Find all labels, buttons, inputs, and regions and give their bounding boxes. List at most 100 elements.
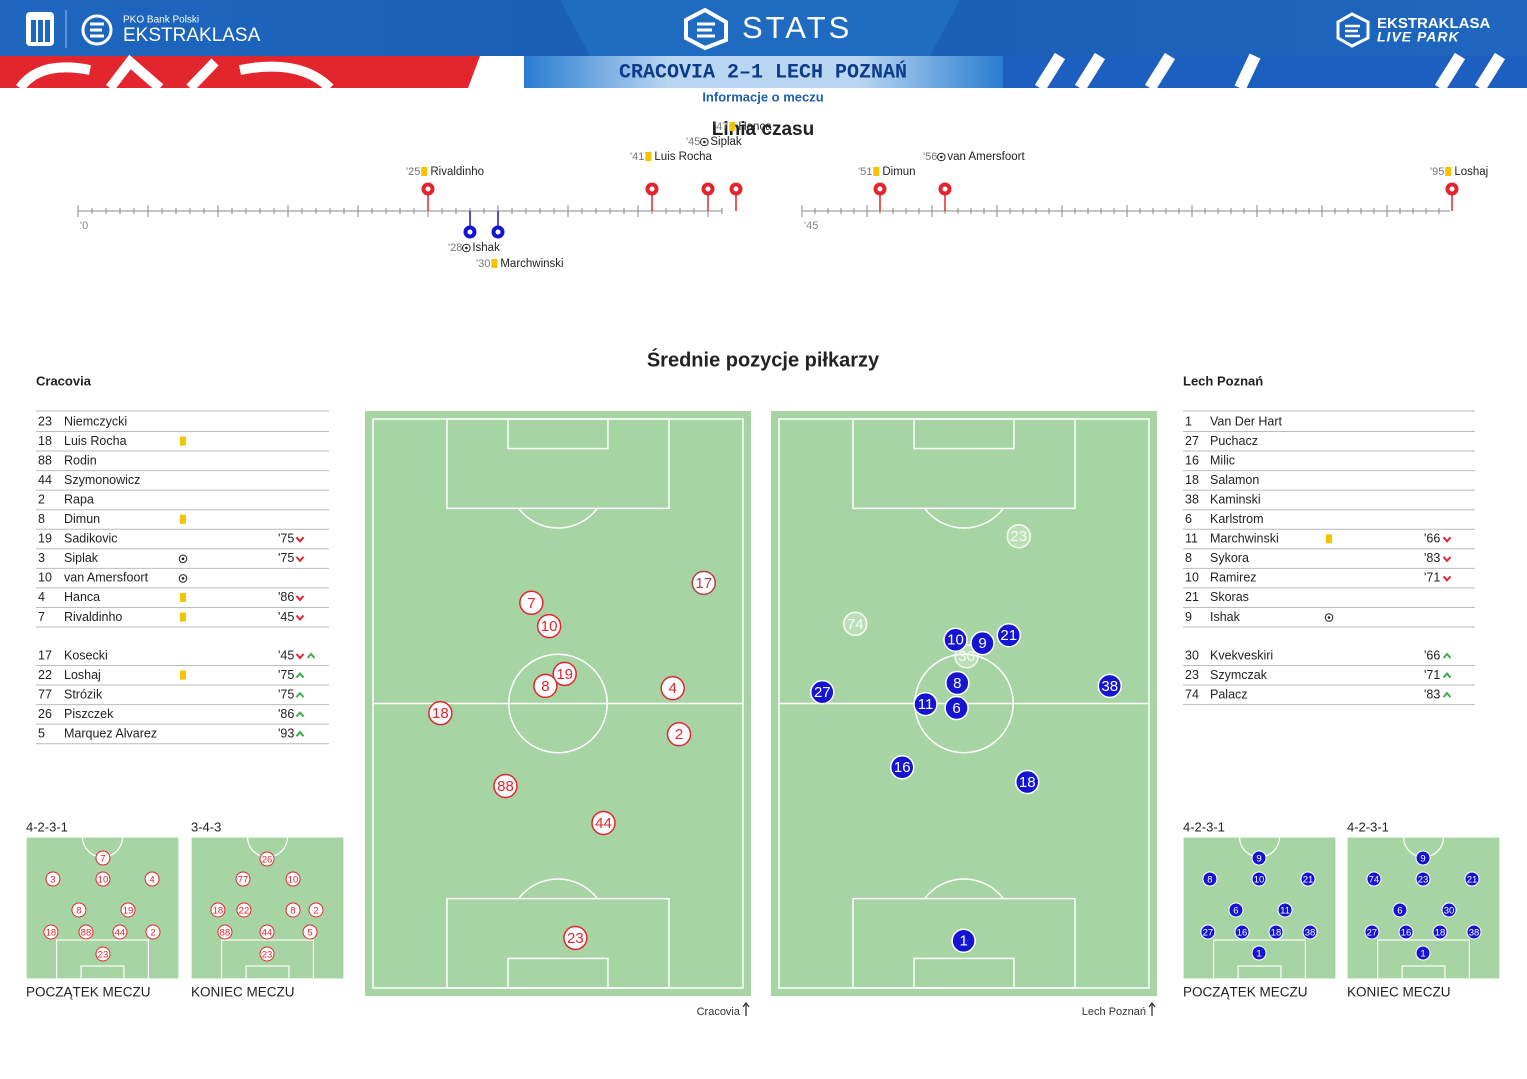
player-list-name: Ishak [1210, 610, 1241, 624]
player-number: 21 [1467, 875, 1478, 886]
player-list-name: Marquez Alvarez [64, 726, 157, 740]
player-marker [1300, 871, 1316, 887]
goal-box [245, 965, 290, 980]
event-player: Loshaj [1454, 166, 1488, 178]
formation-name: 4-2-3-1 [26, 819, 68, 834]
player-number: 23 [567, 930, 584, 947]
player-list-number: 22 [38, 668, 52, 682]
player-list-number: 74 [1185, 687, 1199, 701]
band-middle [524, 56, 1003, 88]
sub-off-arrow [295, 653, 305, 660]
sponsor: PKO Bank Polski [123, 15, 199, 26]
event-player: Luis Rocha [654, 151, 712, 163]
player-marker [1398, 924, 1414, 940]
player-marker [1415, 945, 1431, 961]
sub-off-arrow [1442, 536, 1452, 543]
player-number: 3 [50, 875, 55, 886]
player-number: 26 [262, 855, 273, 866]
player-list-name: Sadikovic [64, 532, 118, 546]
partner-league: EKSTRAKLASA [1377, 15, 1491, 32]
player-number: 27 [814, 684, 831, 701]
event-card-icon [491, 259, 498, 268]
sub-on-arrow [295, 672, 305, 679]
goal-box [507, 957, 609, 989]
player-marker [78, 924, 94, 940]
event-minute: '30 [476, 258, 490, 270]
player-marker [889, 754, 915, 780]
formation-label: KONIEC MECZU [1347, 985, 1451, 1000]
yellow-card [180, 670, 186, 680]
event-minute: '95 [1430, 166, 1444, 178]
player-number: 38 [1101, 678, 1118, 695]
sub-minute: '75 [278, 687, 294, 701]
event-card-icon [1445, 167, 1452, 176]
goal-icon-dot [465, 246, 468, 250]
player-number: 8 [1207, 875, 1212, 886]
penalty-arc [518, 507, 598, 529]
player-number: 18 [1435, 928, 1446, 939]
sub-minute: '66 [1424, 532, 1440, 546]
player-marker [660, 675, 685, 701]
player-list-name: Rapa [64, 492, 94, 506]
player-number: 18 [1271, 928, 1282, 939]
timeline-start-label: '0 [80, 220, 88, 232]
event-player: Hanca [738, 121, 772, 133]
sub-on-arrow [1442, 691, 1452, 698]
sub-minute: '83 [1424, 551, 1440, 565]
player-list-number: 23 [1185, 668, 1199, 682]
player-list-number: 77 [38, 687, 52, 701]
player-marker [95, 946, 111, 962]
event-minute: '51 [858, 166, 872, 178]
player-number: 44 [115, 928, 126, 939]
player-list-name: Loshaj [64, 668, 101, 682]
player-list-number: 88 [38, 453, 52, 467]
event-pin-dot [495, 229, 501, 235]
goal-box [913, 418, 1015, 450]
player-marker [1432, 924, 1448, 940]
sub-on-arrow [1442, 672, 1452, 679]
player-number: 1 [1256, 949, 1261, 960]
yellow-card [180, 436, 186, 446]
player-marker [996, 622, 1022, 648]
player-list-name: Van Der Hart [1210, 414, 1283, 428]
player-marker [563, 925, 588, 951]
player-list-name: Strózik [64, 687, 103, 701]
sub-minute: '45 [278, 648, 294, 662]
player-marker [552, 661, 577, 687]
player-number: 10 [1254, 875, 1265, 886]
goal-icon-dot [940, 155, 943, 159]
player-marker [259, 946, 275, 962]
player-marker [810, 679, 835, 705]
sub-on-arrow [306, 652, 316, 659]
positions-title: Średnie pozycje piłkarzy [647, 347, 880, 371]
player-list-name: Niemczycki [64, 414, 127, 428]
player-number: 23 [98, 950, 109, 961]
player-marker [944, 695, 969, 721]
player-number: 21 [1000, 627, 1017, 644]
player-marker [1228, 902, 1244, 918]
match-info-link[interactable]: Informacje o meczu [702, 89, 823, 104]
yellow-card [180, 592, 186, 602]
formation-label: KONIEC MECZU [191, 985, 295, 1000]
sub-minute: '75 [278, 668, 294, 682]
event-pin-dot [425, 186, 431, 192]
penalty-arc [924, 878, 1004, 900]
goal-box [1401, 965, 1446, 980]
player-number: 19 [123, 906, 134, 917]
player-number: 88 [220, 928, 231, 939]
attack-direction-arrow [1148, 1001, 1156, 1016]
sub-minute: '93 [278, 726, 294, 740]
player-list-number: 5 [38, 726, 45, 740]
event-player: van Amersfoort [947, 151, 1025, 163]
event-player: Ishak [472, 242, 500, 254]
event-card-icon [729, 122, 736, 131]
event-pin-dot [1449, 186, 1455, 192]
player-list-name: Hanca [64, 590, 100, 604]
player-number: 23 [1010, 528, 1027, 545]
pitch-caption: Cracovia [697, 1006, 741, 1018]
match-title: CRACOVIA 2–1 LECH POZNAŃ [619, 60, 907, 84]
goal-icon-dot [1327, 616, 1331, 619]
player-number: 2 [313, 906, 318, 917]
sub-off-arrow [1442, 556, 1452, 563]
